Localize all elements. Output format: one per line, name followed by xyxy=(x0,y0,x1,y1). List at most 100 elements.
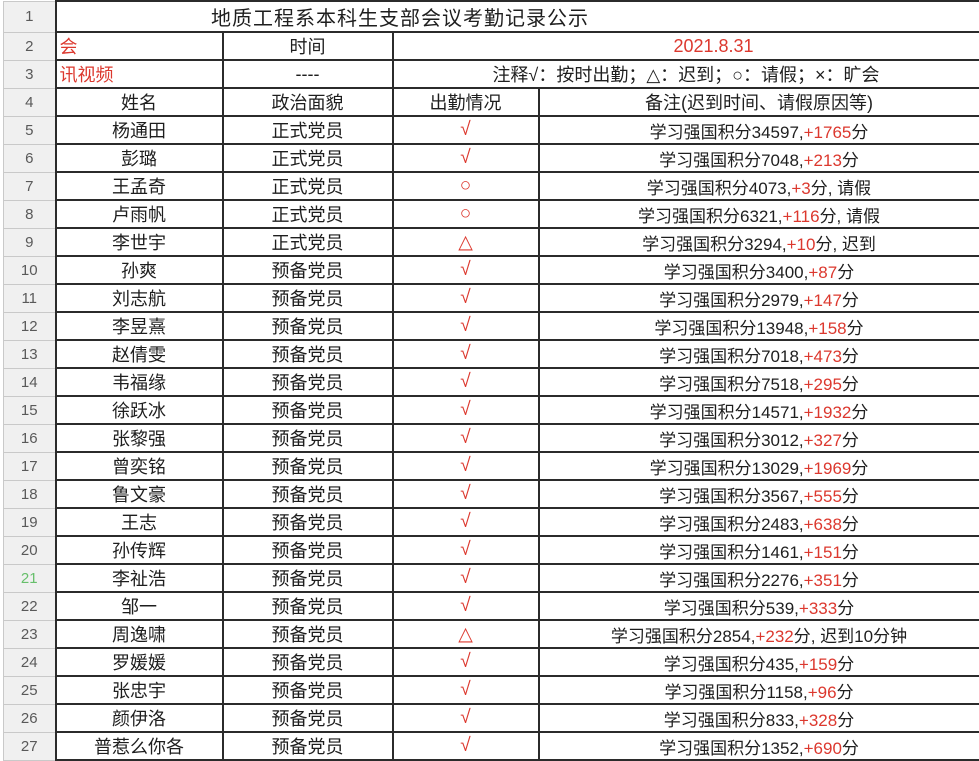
row-number[interactable]: 3 xyxy=(4,60,56,88)
row-number[interactable]: 1 xyxy=(4,1,56,32)
name-cell[interactable]: 鲁文豪 xyxy=(56,480,223,508)
meeting-form-cell[interactable]: 会 xyxy=(56,32,223,60)
name-cell[interactable]: 徐跃冰 xyxy=(56,396,223,424)
row-number[interactable]: 20 xyxy=(4,536,56,564)
remark-cell[interactable]: 学习强国积分539,+333分 xyxy=(539,592,979,620)
status-cell[interactable]: 预备党员 xyxy=(223,340,393,368)
name-cell[interactable]: 张黎强 xyxy=(56,424,223,452)
attendance-mark-cell[interactable]: √ xyxy=(393,564,539,592)
name-cell[interactable]: 邹一 xyxy=(56,592,223,620)
status-cell[interactable]: 预备党员 xyxy=(223,564,393,592)
remark-cell[interactable]: 学习强国积分6321,+116分, 请假 xyxy=(539,200,979,228)
attendance-mark-cell[interactable]: △ xyxy=(393,620,539,648)
status-cell[interactable]: 预备党员 xyxy=(223,592,393,620)
name-cell[interactable]: 韦福缘 xyxy=(56,368,223,396)
name-cell[interactable]: 王孟奇 xyxy=(56,172,223,200)
attendance-mark-cell[interactable]: √ xyxy=(393,116,539,144)
attendance-mark-cell[interactable]: √ xyxy=(393,256,539,284)
status-cell[interactable]: 预备党员 xyxy=(223,704,393,732)
remark-cell[interactable]: 学习强国积分7518,+295分 xyxy=(539,368,979,396)
remark-cell[interactable]: 学习强国积分7048,+213分 xyxy=(539,144,979,172)
row-number[interactable]: 4 xyxy=(4,88,56,116)
name-cell[interactable]: 周逸啸 xyxy=(56,620,223,648)
row-number[interactable]: 6 xyxy=(4,144,56,172)
dashes-cell[interactable]: ---- xyxy=(223,60,393,88)
remark-cell[interactable]: 学习强国积分13029,+1969分 xyxy=(539,452,979,480)
remark-cell[interactable]: 学习强国积分2276,+351分 xyxy=(539,564,979,592)
remark-cell[interactable]: 学习强国积分2483,+638分 xyxy=(539,508,979,536)
status-cell[interactable]: 正式党员 xyxy=(223,116,393,144)
status-cell[interactable]: 预备党员 xyxy=(223,508,393,536)
status-cell[interactable]: 正式党员 xyxy=(223,228,393,256)
attendance-mark-cell[interactable]: √ xyxy=(393,312,539,340)
remark-cell[interactable]: 学习强国积分7018,+473分 xyxy=(539,340,979,368)
remark-cell[interactable]: 学习强国积分14571,+1932分 xyxy=(539,396,979,424)
attendance-mark-cell[interactable]: √ xyxy=(393,536,539,564)
row-number[interactable]: 10 xyxy=(4,256,56,284)
row-number[interactable]: 11 xyxy=(4,284,56,312)
attendance-mark-cell[interactable]: √ xyxy=(393,452,539,480)
legend-cell[interactable]: 注释√：按时出勤；△：迟到；○：请假；×：旷会 xyxy=(393,60,979,88)
name-cell[interactable]: 孙传辉 xyxy=(56,536,223,564)
column-header-attendance[interactable]: 出勤情况 xyxy=(393,88,539,116)
row-number[interactable]: 9 xyxy=(4,228,56,256)
row-number[interactable]: 7 xyxy=(4,172,56,200)
attendance-mark-cell[interactable]: √ xyxy=(393,340,539,368)
sheet-title-cell[interactable]: 地质工程系本科生支部会议考勤记录公示 xyxy=(56,1,979,32)
status-cell[interactable]: 预备党员 xyxy=(223,676,393,704)
status-cell[interactable]: 预备党员 xyxy=(223,648,393,676)
status-cell[interactable]: 预备党员 xyxy=(223,480,393,508)
attendance-mark-cell[interactable]: √ xyxy=(393,648,539,676)
status-cell[interactable]: 预备党员 xyxy=(223,536,393,564)
name-cell[interactable]: 颜伊洛 xyxy=(56,704,223,732)
name-cell[interactable]: 赵倩雯 xyxy=(56,340,223,368)
row-number[interactable]: 16 xyxy=(4,424,56,452)
row-number[interactable]: 15 xyxy=(4,396,56,424)
remark-cell[interactable]: 学习强国积分435,+159分 xyxy=(539,648,979,676)
name-cell[interactable]: 杨通田 xyxy=(56,116,223,144)
name-cell[interactable]: 彭璐 xyxy=(56,144,223,172)
row-number[interactable]: 25 xyxy=(4,676,56,704)
name-cell[interactable]: 李世宇 xyxy=(56,228,223,256)
attendance-mark-cell[interactable]: √ xyxy=(393,144,539,172)
meeting-form-cell-2[interactable]: 讯视频 xyxy=(56,60,223,88)
name-cell[interactable]: 卢雨帆 xyxy=(56,200,223,228)
name-cell[interactable]: 李祉浩 xyxy=(56,564,223,592)
row-number[interactable]: 13 xyxy=(4,340,56,368)
status-cell[interactable]: 预备党员 xyxy=(223,284,393,312)
remark-cell[interactable]: 学习强国积分2854,+232分, 迟到10分钟 xyxy=(539,620,979,648)
attendance-mark-cell[interactable]: √ xyxy=(393,396,539,424)
column-header-name[interactable]: 姓名 xyxy=(56,88,223,116)
status-cell[interactable]: 预备党员 xyxy=(223,368,393,396)
row-number[interactable]: 21 xyxy=(4,564,56,592)
remark-cell[interactable]: 学习强国积分2979,+147分 xyxy=(539,284,979,312)
name-cell[interactable]: 曾奕铭 xyxy=(56,452,223,480)
row-number[interactable]: 23 xyxy=(4,620,56,648)
status-cell[interactable]: 预备党员 xyxy=(223,312,393,340)
row-number[interactable]: 17 xyxy=(4,452,56,480)
remark-cell[interactable]: 学习强国积分1461,+151分 xyxy=(539,536,979,564)
remark-cell[interactable]: 学习强国积分3012,+327分 xyxy=(539,424,979,452)
status-cell[interactable]: 预备党员 xyxy=(223,256,393,284)
attendance-mark-cell[interactable]: √ xyxy=(393,368,539,396)
remark-cell[interactable]: 学习强国积分13948,+158分 xyxy=(539,312,979,340)
row-number[interactable]: 8 xyxy=(4,200,56,228)
remark-cell[interactable]: 学习强国积分3400,+87分 xyxy=(539,256,979,284)
attendance-mark-cell[interactable]: √ xyxy=(393,480,539,508)
attendance-mark-cell[interactable]: √ xyxy=(393,676,539,704)
attendance-mark-cell[interactable]: ○ xyxy=(393,200,539,228)
status-cell[interactable]: 预备党员 xyxy=(223,452,393,480)
column-header-status[interactable]: 政治面貌 xyxy=(223,88,393,116)
remark-cell[interactable]: 学习强国积分1158,+96分 xyxy=(539,676,979,704)
attendance-mark-cell[interactable]: √ xyxy=(393,508,539,536)
remark-cell[interactable]: 学习强国积分3294,+10分, 迟到 xyxy=(539,228,979,256)
row-number[interactable]: 19 xyxy=(4,508,56,536)
row-number[interactable]: 22 xyxy=(4,592,56,620)
attendance-mark-cell[interactable]: √ xyxy=(393,424,539,452)
attendance-mark-cell[interactable]: √ xyxy=(393,284,539,312)
name-cell[interactable]: 张忠宇 xyxy=(56,676,223,704)
attendance-mark-cell[interactable]: √ xyxy=(393,592,539,620)
meeting-date-cell[interactable]: 2021.8.31 xyxy=(393,32,979,60)
row-number[interactable]: 12 xyxy=(4,312,56,340)
status-cell[interactable]: 预备党员 xyxy=(223,396,393,424)
